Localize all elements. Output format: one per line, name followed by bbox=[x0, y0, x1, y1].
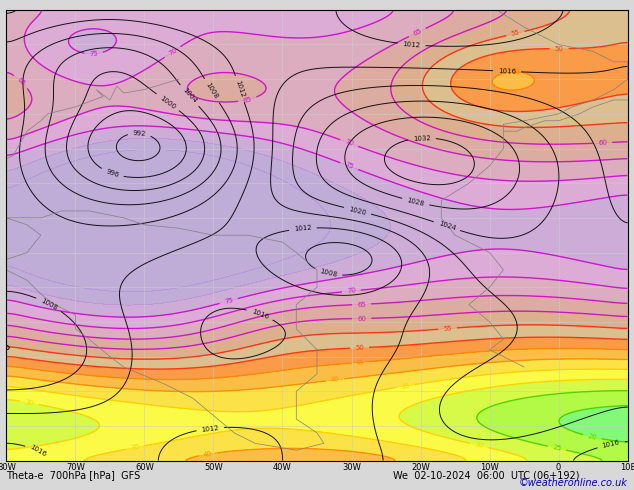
Text: 1028: 1028 bbox=[406, 197, 425, 207]
Text: 65: 65 bbox=[242, 96, 252, 103]
Text: 30: 30 bbox=[474, 441, 484, 449]
Text: 1016: 1016 bbox=[602, 439, 621, 449]
Text: 996: 996 bbox=[105, 169, 120, 178]
Text: 50W: 50W bbox=[204, 463, 223, 472]
Text: 65: 65 bbox=[357, 301, 366, 308]
Text: 10W: 10W bbox=[480, 463, 499, 472]
Text: 70W: 70W bbox=[66, 463, 85, 472]
Text: 1020: 1020 bbox=[348, 206, 367, 216]
Text: 35: 35 bbox=[130, 444, 140, 451]
Text: 60W: 60W bbox=[135, 463, 154, 472]
Text: 70: 70 bbox=[167, 47, 178, 57]
Text: 25: 25 bbox=[552, 444, 562, 452]
Text: 65: 65 bbox=[412, 28, 423, 37]
Text: 1008: 1008 bbox=[204, 82, 219, 100]
Text: 40W: 40W bbox=[273, 463, 292, 472]
Text: 1016: 1016 bbox=[498, 68, 516, 74]
Text: 60: 60 bbox=[598, 140, 607, 146]
Text: 1008: 1008 bbox=[39, 297, 58, 311]
Text: 30W: 30W bbox=[342, 463, 361, 472]
Text: 70: 70 bbox=[344, 139, 354, 147]
Text: 992: 992 bbox=[133, 130, 146, 137]
Text: 20: 20 bbox=[587, 433, 597, 441]
Text: We  02-10-2024  06:00  UTC (06+192): We 02-10-2024 06:00 UTC (06+192) bbox=[393, 470, 579, 480]
Text: 45: 45 bbox=[355, 359, 364, 366]
Text: 65: 65 bbox=[16, 76, 26, 87]
Text: 1032: 1032 bbox=[413, 135, 431, 142]
Text: Theta-e  700hPa [hPa]  GFS: Theta-e 700hPa [hPa] GFS bbox=[6, 470, 141, 480]
Text: 35: 35 bbox=[401, 382, 410, 390]
Text: 45: 45 bbox=[511, 69, 520, 75]
Text: 1000: 1000 bbox=[158, 95, 177, 110]
Text: 1016: 1016 bbox=[250, 308, 269, 320]
Text: 1016: 1016 bbox=[29, 444, 48, 458]
Text: 55: 55 bbox=[510, 29, 521, 37]
Text: 80W: 80W bbox=[0, 463, 16, 472]
Text: 30: 30 bbox=[24, 399, 34, 407]
Text: 55: 55 bbox=[443, 325, 452, 332]
Text: 1012: 1012 bbox=[234, 79, 245, 98]
Text: 40: 40 bbox=[203, 450, 213, 458]
Text: ©weatheronline.co.uk: ©weatheronline.co.uk bbox=[519, 478, 628, 488]
Text: 40: 40 bbox=[330, 376, 339, 383]
Text: 50: 50 bbox=[555, 46, 564, 51]
Text: 20W: 20W bbox=[411, 463, 430, 472]
Text: 0: 0 bbox=[556, 463, 561, 472]
Text: 1012: 1012 bbox=[201, 424, 219, 433]
Text: 1024: 1024 bbox=[437, 220, 456, 232]
Text: 75: 75 bbox=[224, 297, 234, 305]
Text: 1012: 1012 bbox=[403, 41, 421, 49]
Text: 75: 75 bbox=[344, 162, 354, 171]
Text: 60: 60 bbox=[357, 316, 366, 321]
Text: 1004: 1004 bbox=[181, 87, 197, 104]
Text: 50: 50 bbox=[355, 344, 364, 351]
Text: 70: 70 bbox=[347, 288, 356, 294]
Text: 75: 75 bbox=[89, 50, 98, 57]
Text: 10E: 10E bbox=[620, 463, 634, 472]
Text: 1008: 1008 bbox=[319, 269, 338, 278]
Text: 1012: 1012 bbox=[294, 225, 312, 232]
